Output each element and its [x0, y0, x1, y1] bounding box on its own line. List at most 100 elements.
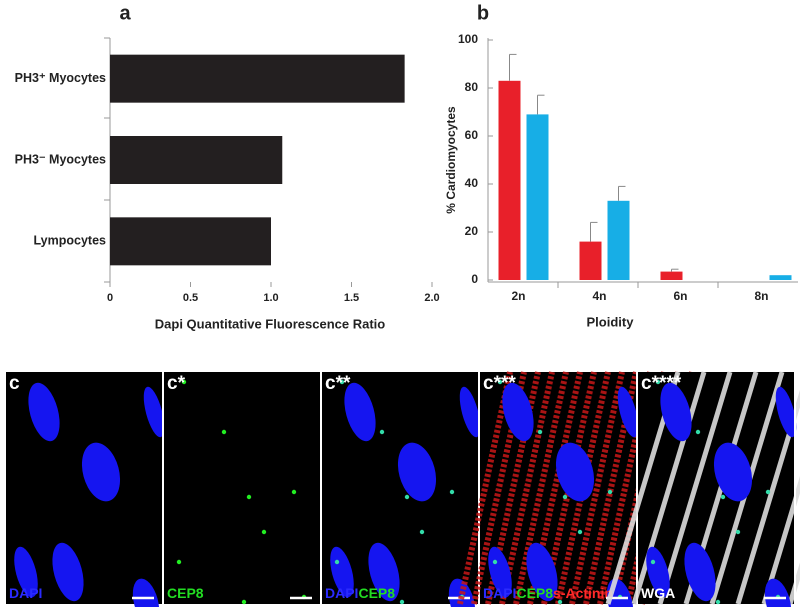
- centromere-dot: [246, 494, 252, 500]
- bar: [579, 241, 602, 280]
- centromere-dot: [181, 379, 187, 385]
- nucleus: [14, 546, 38, 598]
- centromere-dot: [492, 559, 498, 565]
- panel-letter: b: [477, 2, 489, 24]
- nucleus: [52, 542, 84, 602]
- centromere-dot: [404, 494, 410, 500]
- panel-label: c***: [483, 373, 516, 394]
- clip-right: [794, 372, 796, 604]
- wga-stripe: [761, 476, 800, 605]
- centromere-dot: [379, 429, 385, 435]
- error-bar: [590, 221, 598, 242]
- x-tick-label: 2.0: [424, 292, 439, 304]
- centromere-dot: [537, 429, 543, 435]
- y-tick-label: 60: [465, 128, 479, 142]
- wga-stripe: [631, 371, 707, 605]
- stain-label: DAPI: [9, 585, 42, 601]
- y-tick-label: 40: [465, 176, 479, 190]
- bar: [110, 136, 283, 184]
- actinin-stripe: [555, 371, 611, 605]
- bar: [607, 200, 630, 280]
- centromere-dot: [261, 529, 267, 535]
- nucleus: [81, 442, 121, 502]
- stain-label: CEP8: [167, 585, 204, 601]
- centromere-dot: [715, 599, 721, 605]
- x-tick-label: 2n: [511, 289, 525, 303]
- y-tick-label: Lympocytes: [34, 234, 107, 248]
- centromere-dot: [176, 559, 182, 565]
- x-axis-label: Dapi Quantitative Fluorescence Ratio: [155, 316, 386, 331]
- panel-label: c****: [641, 373, 682, 394]
- clip-right: [636, 372, 638, 604]
- bar: [769, 275, 792, 280]
- centromere-dot: [650, 559, 656, 565]
- centromere-dot: [241, 599, 247, 605]
- panel-letter: a: [119, 2, 131, 24]
- y-tick-label: 20: [465, 224, 479, 238]
- bar: [110, 54, 405, 103]
- micrograph: [164, 372, 322, 605]
- nucleus: [617, 386, 639, 438]
- bar: [498, 80, 521, 280]
- centromere-dot: [497, 379, 503, 385]
- error-bar: [537, 94, 545, 115]
- centromere-dot: [334, 559, 340, 565]
- nucleus: [775, 386, 797, 438]
- error-bar: [618, 185, 626, 201]
- micrograph: [605, 371, 800, 607]
- micrograph: [6, 372, 165, 607]
- stain-name: DAPI: [325, 585, 358, 601]
- x-tick-label: 0.5: [183, 292, 198, 304]
- nucleus: [368, 542, 400, 602]
- x-axis-label: Ploidity: [587, 314, 635, 329]
- actinin-stripe: [541, 371, 597, 605]
- x-tick-label: 4n: [592, 289, 606, 303]
- stain-name: s-Actinin: [553, 585, 613, 601]
- centromere-dot: [419, 529, 425, 535]
- nucleus: [459, 386, 481, 438]
- centromere-dot: [695, 429, 701, 435]
- y-tick-label: PH3⁺ Myocytes: [15, 71, 106, 85]
- nucleus: [28, 382, 60, 442]
- nucleus: [143, 386, 165, 438]
- centromere-dot: [577, 529, 583, 535]
- stain-name: CEP8: [167, 585, 204, 601]
- x-tick-label: 6n: [673, 289, 687, 303]
- actinin-stripe: [527, 371, 583, 605]
- y-tick-label: 80: [465, 80, 479, 94]
- bar: [526, 114, 549, 281]
- nucleus: [397, 442, 437, 502]
- nucleus: [132, 578, 160, 607]
- x-tick-label: 1.5: [344, 292, 359, 304]
- centromere-dot: [399, 599, 405, 605]
- nucleus: [684, 542, 716, 602]
- clip-right: [478, 372, 480, 604]
- wga-stripe: [657, 371, 733, 605]
- y-axis-label: % Cardiomyocytes: [444, 106, 458, 214]
- stain-name: WGA: [641, 585, 675, 601]
- nucleus: [502, 382, 534, 442]
- panel-label: c: [9, 373, 20, 394]
- nucleus: [344, 382, 376, 442]
- bar: [660, 271, 683, 280]
- nucleus: [713, 442, 753, 502]
- x-tick-label: 0: [107, 292, 113, 304]
- y-tick-label: 100: [458, 32, 478, 46]
- y-tick-label: PH3⁻ Myocytes: [15, 152, 106, 166]
- actinin-stripe: [499, 371, 555, 605]
- y-tick-label: 0: [471, 272, 478, 286]
- nucleus: [646, 546, 670, 598]
- centromere-dot: [607, 489, 613, 495]
- x-tick-label: 1.0: [263, 292, 278, 304]
- nucleus: [330, 546, 354, 598]
- nucleus: [555, 442, 595, 502]
- micrograph: [322, 372, 481, 607]
- actinin-stripe: [569, 371, 625, 605]
- nucleus: [660, 382, 692, 442]
- actinin-stripe: [457, 371, 513, 605]
- centromere-dot: [449, 489, 455, 495]
- x-tick-label: 8n: [754, 289, 768, 303]
- clip-right: [320, 372, 322, 604]
- wga-stripe: [735, 389, 800, 605]
